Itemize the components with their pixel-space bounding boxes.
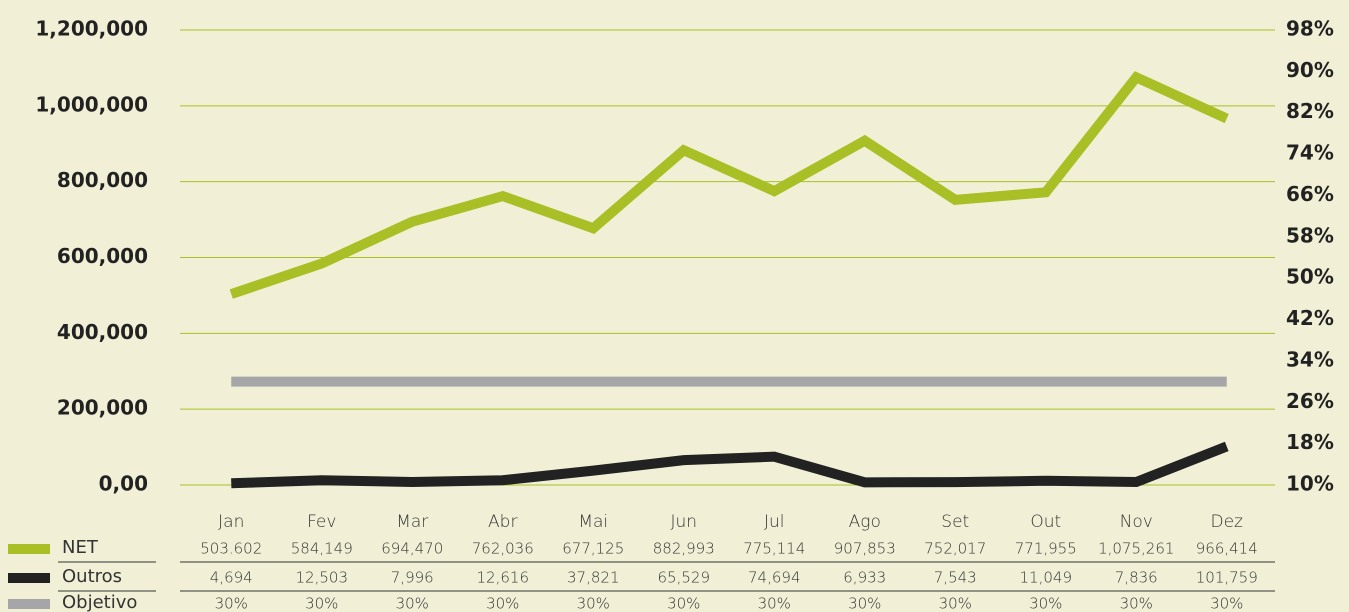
y2-tick-label: 34% xyxy=(1286,347,1334,371)
y2-tick-label: 26% xyxy=(1286,389,1334,413)
table-cell: 584,149 xyxy=(291,540,353,558)
table-cell: 30% xyxy=(305,595,338,612)
x-tick-label: Nov xyxy=(1120,512,1153,532)
table-cell: 30% xyxy=(939,595,972,612)
legend-swatch xyxy=(8,599,50,609)
table-cell: 30% xyxy=(1029,595,1062,612)
table-cell: 30% xyxy=(848,595,881,612)
x-tick-label: Fev xyxy=(307,512,336,532)
y-tick-label: 400,000 xyxy=(57,320,148,344)
y-tick-label: 800,000 xyxy=(57,168,148,192)
table-cell: 752,017 xyxy=(924,540,986,558)
x-tick-label: Dez xyxy=(1211,512,1244,532)
table-cell: 30% xyxy=(577,595,610,612)
table-cell: 30% xyxy=(396,595,429,612)
y-tick-label: 600,000 xyxy=(57,244,148,268)
y2-tick-label: 98% xyxy=(1286,17,1334,41)
table-cell: 503.602 xyxy=(200,540,262,558)
table-cell: 4,694 xyxy=(210,569,253,587)
x-tick-label: Set xyxy=(941,512,969,532)
y2-tick-label: 82% xyxy=(1286,99,1334,123)
y2-tick-label: 50% xyxy=(1286,265,1334,289)
table-cell: 966,414 xyxy=(1196,540,1258,558)
y-tick-label: 200,000 xyxy=(57,396,148,420)
y-tick-label: 1,000,000 xyxy=(35,92,148,116)
x-tick-label: Jul xyxy=(764,512,785,532)
table-cell: 907,853 xyxy=(834,540,896,558)
table-cell: 1,075,261 xyxy=(1098,540,1174,558)
table-cell: 101,759 xyxy=(1196,569,1258,587)
y2-tick-label: 74% xyxy=(1286,141,1334,165)
table-cell: 775,114 xyxy=(743,540,805,558)
x-tick-label: Ago xyxy=(849,512,881,532)
series-line xyxy=(231,441,1229,489)
legend-label: NET xyxy=(62,537,99,558)
legend-swatch xyxy=(8,544,50,554)
y-tick-label: 0,00 xyxy=(99,472,148,496)
table-cell: 30% xyxy=(215,595,248,612)
x-tick-label: Abr xyxy=(488,512,517,532)
table-cell: 6,933 xyxy=(843,569,886,587)
table-cell: 7,836 xyxy=(1115,569,1158,587)
table-cell: 30% xyxy=(1210,595,1243,612)
legend-swatch xyxy=(8,573,50,583)
table-cell: 12,616 xyxy=(477,569,530,587)
table-cell: 771,955 xyxy=(1015,540,1077,558)
table-cell: 30% xyxy=(667,595,700,612)
table-cell: 65,529 xyxy=(658,569,711,587)
y2-tick-label: 58% xyxy=(1286,223,1334,247)
y-tick-label: 1,200,000 xyxy=(35,17,148,41)
table-cell: 882,993 xyxy=(653,540,715,558)
table-cell: 30% xyxy=(758,595,791,612)
table-cell: 30% xyxy=(486,595,519,612)
table-cell: 12,503 xyxy=(296,569,349,587)
legend-label: Objetivo xyxy=(62,592,137,612)
x-tick-label: Jan xyxy=(218,512,244,532)
table-cell: 694,470 xyxy=(381,540,443,558)
x-tick-label: Mar xyxy=(396,512,428,532)
x-tick-label: Mai xyxy=(578,512,608,532)
y2-tick-label: 42% xyxy=(1286,306,1334,330)
legend-label: Outros xyxy=(62,566,122,587)
series-line xyxy=(229,71,1229,299)
x-tick-label: Jun xyxy=(670,512,697,532)
table-cell: 7,543 xyxy=(934,569,977,587)
table-cell: 11,049 xyxy=(1020,569,1073,587)
x-tick-label: Out xyxy=(1030,512,1061,532)
y2-tick-label: 66% xyxy=(1286,182,1334,206)
y2-tick-label: 10% xyxy=(1286,472,1334,496)
y2-tick-label: 90% xyxy=(1286,58,1334,82)
table-cell: 7,996 xyxy=(391,569,434,587)
table-cell: 677,125 xyxy=(562,540,624,558)
y2-tick-label: 18% xyxy=(1286,430,1334,454)
table-cell: 74,694 xyxy=(748,569,801,587)
table-cell: 37,821 xyxy=(567,569,620,587)
table-cell: 30% xyxy=(1120,595,1153,612)
table-cell: 762,036 xyxy=(472,540,534,558)
